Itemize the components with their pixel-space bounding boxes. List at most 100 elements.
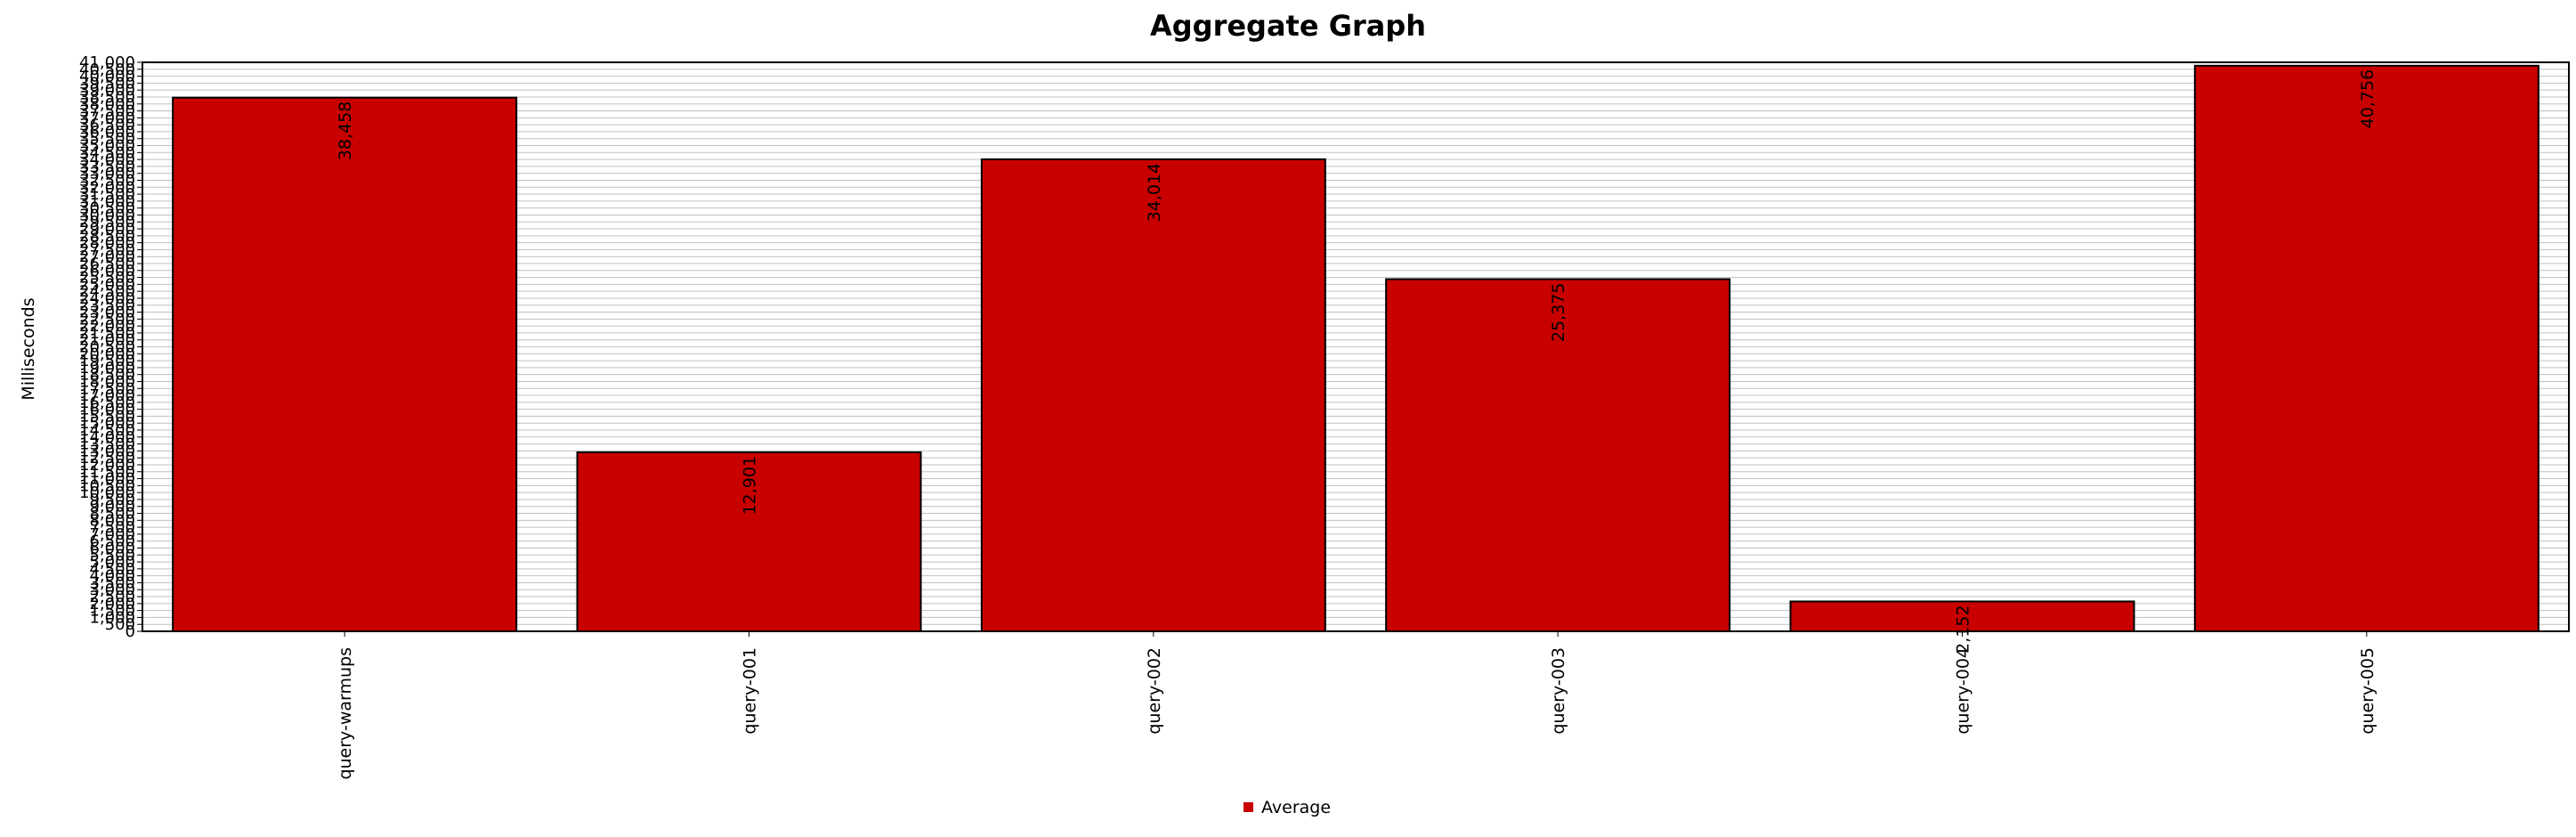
y-tick-label: 7,500 xyxy=(89,518,135,537)
y-tick-label: 34,000 xyxy=(79,150,135,169)
y-tick-label: 6,000 xyxy=(89,539,135,557)
y-tick-label: 3,500 xyxy=(89,573,135,592)
y-tick-label: 5,500 xyxy=(89,546,135,565)
y-tick-label: 7,000 xyxy=(89,525,135,544)
value-labels: 38,458 12,901 34,014 25,375 2,152 40,756 xyxy=(336,69,2378,654)
y-tick-label: 21,000 xyxy=(79,331,135,350)
y-tick-label: 40,000 xyxy=(79,68,135,86)
y-tick-label: 25,000 xyxy=(79,275,135,294)
y-tick-label: 15,500 xyxy=(79,407,135,426)
y-tick-label: 41,000 xyxy=(79,53,135,72)
y-tick-label: 13,500 xyxy=(79,435,135,454)
y-tick-label: 1,500 xyxy=(89,602,135,621)
y-tick-label: 2,000 xyxy=(89,595,135,614)
chart-title: Aggregate Graph xyxy=(1150,9,1426,43)
y-tick-label: 27,000 xyxy=(79,248,135,266)
y-tick-label: 10,500 xyxy=(79,476,135,495)
y-axis-label: Milliseconds xyxy=(19,297,38,400)
y-tick-label: 2,500 xyxy=(89,588,135,606)
y-tick-label: 26,500 xyxy=(79,255,135,273)
y-tick-label: 32,500 xyxy=(79,171,135,190)
y-tick-label: 38,500 xyxy=(79,88,135,107)
plot-area: 38,458 12,901 34,014 25,375 2,152 40,756 xyxy=(142,61,2570,654)
y-tick-label: 14,000 xyxy=(79,428,135,447)
value-label-query-001: 12,901 xyxy=(741,456,760,515)
y-tick-label: 29,000 xyxy=(79,220,135,239)
y-tick-label: 22,500 xyxy=(79,310,135,329)
y-tick-label: 17,000 xyxy=(79,386,135,405)
y-tick-label: 12,500 xyxy=(79,449,135,467)
y-tick-label: 13,000 xyxy=(79,442,135,460)
y-tick-label: 23,000 xyxy=(79,304,135,322)
y-tick-label: 36,000 xyxy=(79,123,135,142)
category-label-query-002: query-002 xyxy=(1145,647,1164,735)
y-tick-label: 4,000 xyxy=(89,567,135,586)
y-tick-label: 32,000 xyxy=(79,178,135,197)
y-tick-label: 23,500 xyxy=(79,297,135,315)
legend-swatch-average xyxy=(1243,802,1253,812)
bar-query-002 xyxy=(980,158,1326,632)
y-tick-label: 5,000 xyxy=(89,553,135,572)
y-tick-label: 12,000 xyxy=(79,456,135,475)
y-tick-label: 34,500 xyxy=(79,143,135,162)
y-tick-label: 37,500 xyxy=(79,102,135,121)
value-label-query-005: 40,756 xyxy=(2358,69,2378,128)
y-tick-label: 6,500 xyxy=(89,532,135,551)
y-tick-label: 31,500 xyxy=(79,185,135,204)
y-tick-label: 16,500 xyxy=(79,394,135,412)
bars xyxy=(172,64,2540,633)
value-label-query-003: 25,375 xyxy=(1549,283,1568,342)
y-tick-label: 30,500 xyxy=(79,199,135,218)
y-tick-label: 18,000 xyxy=(79,372,135,391)
legend: Average xyxy=(1243,798,1331,817)
bar-query-warmups xyxy=(172,96,518,633)
y-tick-label: 8,000 xyxy=(89,511,135,530)
y-tick-label: 1,000 xyxy=(89,608,135,627)
y-tick-label: 19,500 xyxy=(79,352,135,370)
y-tick-label: 19,000 xyxy=(79,359,135,378)
y-tick-label: 11,000 xyxy=(79,470,135,489)
y-tick-label: 24,000 xyxy=(79,289,135,308)
y-tick-label: 39,500 xyxy=(79,74,135,93)
y-tick-label: 11,500 xyxy=(79,463,135,482)
category-label-query-004: query-004 xyxy=(1954,647,1973,735)
y-tick-label: 500 xyxy=(105,615,135,634)
y-tick-label: 37,000 xyxy=(79,109,135,127)
gridlines xyxy=(142,69,2569,625)
y-tick-label: 8,500 xyxy=(89,505,135,524)
y-tick-label: 35,000 xyxy=(79,137,135,156)
y-tick-label: 26,000 xyxy=(79,262,135,280)
y-tick-label: 22,000 xyxy=(79,317,135,336)
y-tick-label: 9,500 xyxy=(89,491,135,509)
y-tick-label: 33,500 xyxy=(79,158,135,176)
category-label-query-003: query-003 xyxy=(1549,647,1568,735)
y-tick-label: 40,500 xyxy=(79,61,135,79)
y-tick-label: 31,000 xyxy=(79,192,135,211)
y-tick-label: 33,000 xyxy=(79,165,135,183)
y-tick-label: 35,500 xyxy=(79,130,135,149)
category-label-query-005: query-005 xyxy=(2358,647,2378,735)
y-tick-label: 4,500 xyxy=(89,560,135,579)
value-label-query-004: 2,152 xyxy=(1954,605,1973,653)
y-tick-label: 0 xyxy=(126,622,135,641)
x-axis: query-warmups query-001 query-002 query-003… xyxy=(142,630,2569,780)
y-tick-label: 9,000 xyxy=(89,498,135,516)
y-tick-label: 29,500 xyxy=(79,213,135,232)
y-tick-label: 16,000 xyxy=(79,401,135,419)
y-tick-label: 18,500 xyxy=(79,366,135,385)
y-tick-label: 3,000 xyxy=(89,581,135,599)
legend-label-average: Average xyxy=(1261,798,1331,817)
y-tick-label: 20,000 xyxy=(79,345,135,363)
y-tick-label: 27,500 xyxy=(79,240,135,259)
y-tick-label: 25,500 xyxy=(79,269,135,288)
bar-query-005 xyxy=(2193,64,2540,632)
category-label-query-001: query-001 xyxy=(741,647,760,735)
bar-query-003 xyxy=(1385,278,1731,632)
category-label-query-warmups: query-warmups xyxy=(336,647,355,780)
y-tick-label: 15,000 xyxy=(79,414,135,433)
y-axis: 05001,0001,5002,0002,5003,0003,5004,0004… xyxy=(79,53,143,641)
y-tick-label: 14,500 xyxy=(79,421,135,440)
y-tick-label: 10,000 xyxy=(79,484,135,502)
bar-query-001 xyxy=(576,451,922,632)
